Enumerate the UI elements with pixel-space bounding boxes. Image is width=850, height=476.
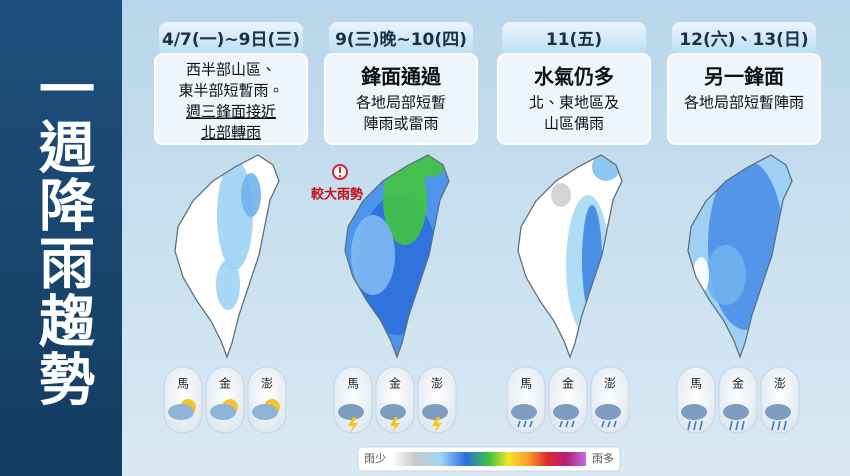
cloud-icon — [252, 404, 278, 420]
island-label: 澎 — [261, 377, 273, 391]
rain-drop — [607, 420, 611, 428]
map-rain — [351, 155, 446, 335]
panel-date: 9(三)晚~10(四) — [335, 29, 467, 50]
island-label: 馬 — [347, 377, 359, 391]
date-tab — [502, 22, 646, 56]
legend-low: 雨少 — [364, 452, 386, 465]
island-label: 澎 — [431, 377, 443, 391]
cloud-icon — [422, 404, 448, 420]
panel-headline: 另一鋒面 — [704, 65, 784, 89]
island-label: 澎 — [774, 377, 786, 391]
rain-area — [216, 260, 240, 310]
island-label: 金 — [562, 376, 574, 391]
cloud-icon — [723, 404, 749, 420]
rain-drop — [741, 420, 745, 431]
rain-drop — [571, 420, 575, 428]
cloud-icon — [168, 404, 194, 420]
map-outline — [517, 154, 623, 359]
text-box — [154, 53, 308, 145]
bolt-icon — [348, 417, 358, 433]
island-label: 馬 — [520, 377, 532, 391]
rain-area — [241, 173, 261, 217]
rain-drop — [783, 420, 787, 431]
alert-icon-bar — [339, 167, 341, 173]
date-tab — [159, 22, 303, 56]
text-box — [324, 53, 478, 145]
rain-drop — [687, 420, 691, 431]
rain-drop — [735, 420, 739, 431]
map-rain — [216, 160, 261, 310]
island-label: 金 — [389, 376, 401, 391]
text-box — [497, 53, 651, 145]
panel-headline: 鋒面通過 — [360, 65, 442, 89]
island-label: 金 — [732, 376, 744, 391]
panel-date: 12(六)、13(日) — [679, 29, 808, 50]
legend-scale — [392, 452, 586, 466]
rain-drop — [523, 420, 527, 428]
bolt-icon — [390, 417, 400, 433]
legend-high: 雨多 — [592, 451, 614, 465]
panel-line: 各地局部短暫 — [356, 94, 446, 112]
rain-area — [706, 245, 746, 305]
rain-drop — [529, 420, 533, 428]
panel-headline: 水氣仍多 — [534, 65, 614, 89]
rain-drop — [699, 420, 703, 431]
panel-line: 東半部短暫雨。 — [178, 82, 283, 100]
panel-line: 西半部山區、 — [186, 61, 276, 79]
panel-line: 山區偶雨 — [544, 115, 604, 133]
panel-date: 11(五) — [546, 30, 602, 50]
rain-drop — [601, 420, 605, 428]
bolt-icon — [432, 417, 442, 433]
cloud-icon — [380, 404, 406, 420]
panel-line: 北、東地區及 — [529, 94, 619, 112]
rain-drop — [771, 420, 775, 431]
island-label: 澎 — [604, 377, 616, 391]
island-label: 馬 — [177, 377, 189, 391]
panel-line: 陣雨或雷雨 — [363, 115, 438, 133]
island-label: 金 — [219, 376, 231, 391]
annotation: 較大雨勢 — [311, 187, 363, 203]
rain-drop — [517, 420, 521, 428]
cloud-icon — [210, 404, 236, 420]
rain-drop — [729, 420, 733, 431]
rain-area — [351, 215, 395, 295]
panel-date: 4/7(一)~9日(三) — [162, 30, 300, 50]
sidebar — [0, 0, 122, 476]
map-outline — [344, 154, 450, 359]
island-label: 馬 — [690, 377, 702, 391]
rain-drop — [559, 420, 563, 428]
cloud-icon — [553, 404, 579, 420]
map-outline — [687, 154, 793, 359]
text-box — [667, 53, 821, 145]
cloud-icon — [338, 404, 364, 420]
rain-area — [551, 183, 571, 207]
cloud-icon — [765, 404, 791, 420]
panel-line: 北部轉雨 — [201, 124, 261, 142]
map-outline — [174, 154, 280, 359]
date-tab — [329, 22, 473, 56]
alert-icon-dot — [338, 174, 342, 178]
panel-line: 週三鋒面接近 — [186, 103, 276, 121]
cloud-icon — [595, 404, 621, 420]
cloud-icon — [681, 404, 707, 420]
rain-drop — [565, 420, 569, 428]
date-tab — [672, 22, 816, 56]
panel-line: 各地局部短暫陣雨 — [684, 94, 804, 112]
cloud-icon — [511, 404, 537, 420]
rain-drop — [613, 420, 617, 428]
rain-area — [383, 155, 427, 245]
rain-drop — [693, 420, 697, 431]
rain-drop — [777, 420, 781, 431]
sidebar-title: 一週降雨趨勢 — [30, 60, 95, 408]
